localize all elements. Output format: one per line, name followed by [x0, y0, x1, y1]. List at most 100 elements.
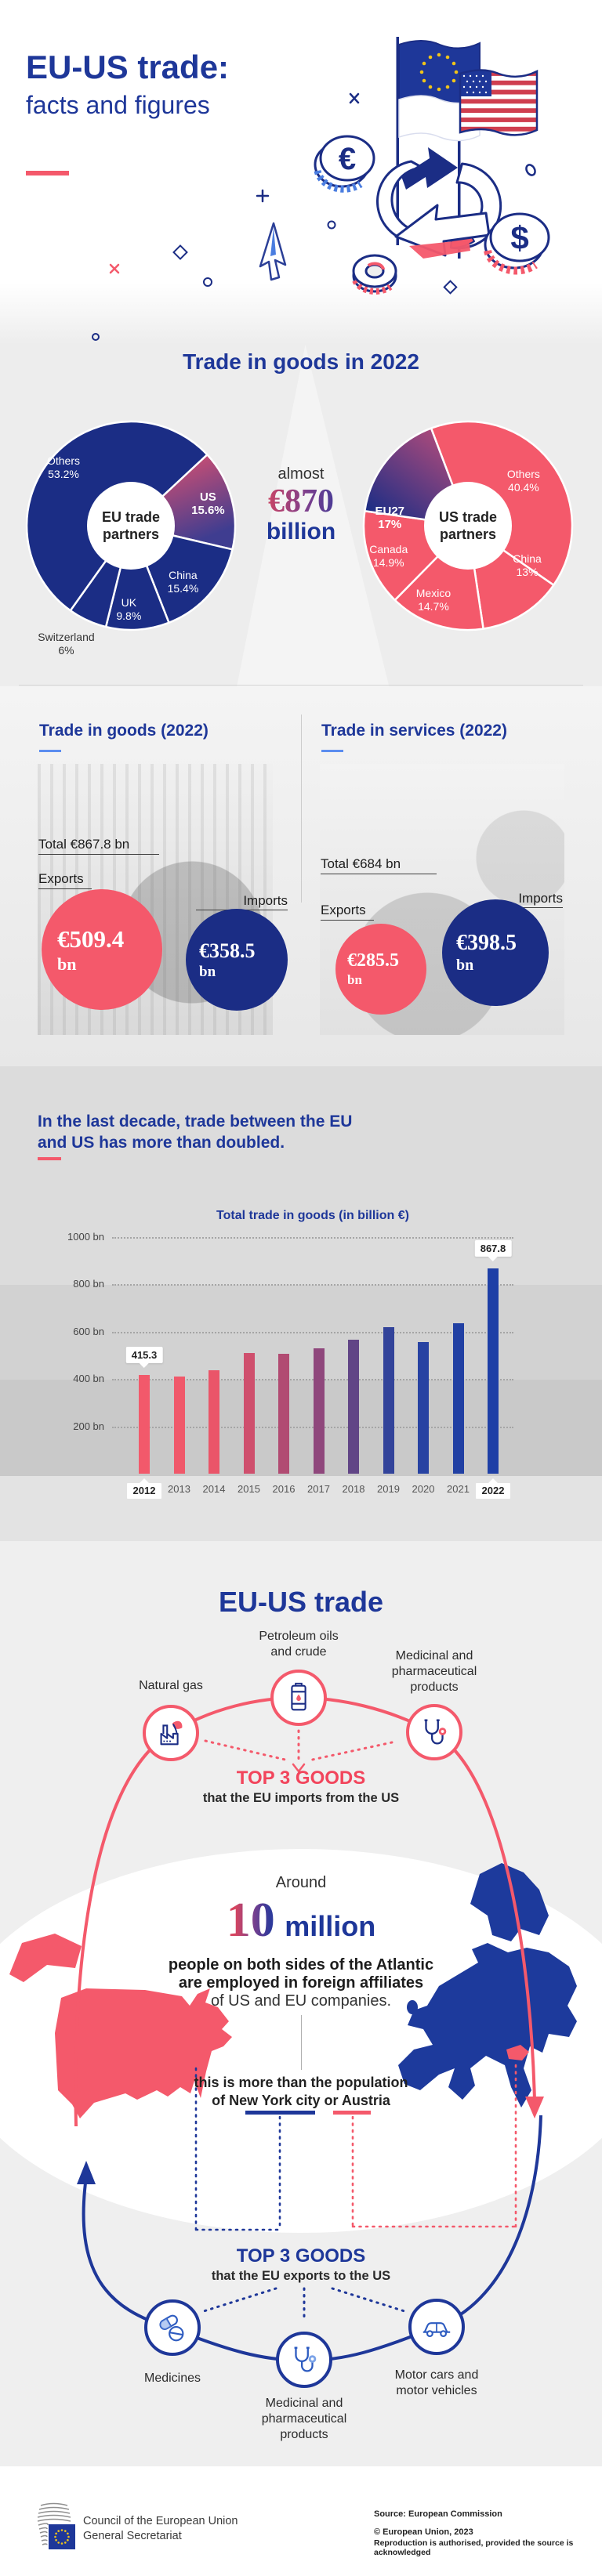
- medicines-label: Medicines: [143, 2372, 201, 2385]
- employment-big-number: 10 million: [144, 1896, 458, 1945]
- goods-imports-unit: bn: [199, 963, 216, 980]
- us-trade-partners-label-others: Others 40.4%: [506, 467, 540, 494]
- us-flagpole: [458, 69, 461, 259]
- goods-card-title-underline: [39, 750, 61, 752]
- ten: 10: [226, 1894, 275, 1947]
- imports-dotted-arrow: [292, 1763, 306, 1774]
- imports-top3-subtitle: that the EU imports from the US: [202, 1791, 400, 1805]
- natural-gas-label: Natural gas: [139, 1679, 203, 1692]
- cards-divider-vertical: [301, 715, 302, 903]
- bar-2017: [313, 1348, 325, 1474]
- employment-line1: people on both sides of the Atlantic: [168, 1956, 434, 1974]
- services-exports-underline: [321, 920, 374, 921]
- exports-arrowhead: [77, 2161, 96, 2184]
- us-flag-icon: [459, 69, 539, 136]
- gridline-1000: [112, 1236, 513, 1239]
- goods-imports-value: €358.5: [199, 939, 256, 962]
- motor-cars-label: Motor cars and motor vehicles: [394, 2368, 479, 2397]
- oil-barrel-icon: [291, 1682, 306, 1711]
- ytick-800: 800 bn: [73, 1278, 104, 1290]
- employment-line3: of US and EU companies.: [210, 1992, 392, 2010]
- eu-trade-partners-label-china: China 15.4%: [167, 568, 199, 595]
- ytick-400: 400 bn: [73, 1373, 104, 1385]
- decade-heading-line2: and US has more than doubled.: [38, 1134, 285, 1152]
- services-imports-label: Imports: [518, 891, 563, 906]
- flow-heading: EU-US trade: [218, 1586, 384, 1618]
- eu-trade-partners-label-us: US 15.6%: [191, 490, 225, 518]
- services-exports-label: Exports: [321, 903, 366, 917]
- goods-exports-underline: [38, 888, 92, 889]
- eu-map: [398, 1863, 577, 2107]
- year-label-2022: 2022: [476, 1478, 510, 1499]
- footer-note: Reproduction is authorised, provided the…: [374, 2538, 574, 2557]
- services-card-title: Trade in services (2022): [321, 722, 507, 740]
- bar-2020: [418, 1341, 429, 1474]
- total-trade-amount: €870: [238, 483, 364, 519]
- logo-swirl: [37, 2502, 71, 2545]
- us-trade-partners-label-canada: Canada 14.9%: [369, 543, 408, 570]
- services-exports-circle: €285.5 bn: [335, 924, 426, 1015]
- petroleum-circle: [270, 1670, 327, 1726]
- decade-accent-dash: [38, 1157, 61, 1160]
- gridline-800: [112, 1284, 513, 1286]
- year-label-2021: 2021: [447, 1483, 470, 1495]
- medicinal-exports-label: Medicinal and pharmaceutical products: [261, 2397, 347, 2441]
- car-icon: [422, 2322, 451, 2338]
- us-trade-partners-label-eu27: EU27 17%: [375, 505, 405, 532]
- goods-exports-label: Exports: [38, 871, 84, 886]
- natural-gas-icon: [160, 1720, 183, 1746]
- employment-connector-line: [301, 2015, 302, 2070]
- goods-exports-unit: bn: [57, 953, 77, 974]
- bar-2014: [209, 1369, 219, 1474]
- bar-2018: [348, 1339, 359, 1474]
- petroleum-label: Petroleum oils and crude: [259, 1630, 339, 1659]
- austria-underline: [333, 2111, 371, 2115]
- page-title: EU-US trade:: [26, 49, 230, 85]
- imports-top3-title: TOP 3 GOODS: [236, 1767, 366, 1789]
- services-card-title-underline: [321, 750, 343, 752]
- services-total-label: Total €684 bn: [321, 856, 401, 871]
- exports-top3-subtitle: that the EU exports to the US: [211, 2269, 391, 2283]
- motor-cars-circle: [408, 2299, 465, 2355]
- ytick-600: 600 bn: [73, 1325, 104, 1337]
- total-trade-prefix: almost: [277, 465, 325, 483]
- cursor-accent: [270, 227, 276, 256]
- eu-flagpole: [396, 37, 399, 245]
- exports-top3-title: TOP 3 GOODS: [236, 2245, 366, 2267]
- million: million: [285, 1910, 376, 1942]
- employment-line2: are employed in foreign affiliates: [178, 1974, 424, 1992]
- bar-2012: [139, 1375, 150, 1474]
- trade-partner-donut-charts: [25, 420, 574, 631]
- nyc-dotted-connector: [194, 2067, 281, 2231]
- pills-icon: [159, 2314, 184, 2342]
- bar-2015: [243, 1352, 255, 1474]
- trade-cycle-icon: [376, 147, 502, 259]
- bar-2022: [488, 1268, 499, 1474]
- exports-dotted-lines: [202, 2287, 406, 2322]
- bar-2013: [173, 1377, 185, 1474]
- atlantic-maps: [9, 1863, 577, 2231]
- cards-divider-horizontal: [19, 685, 583, 686]
- natural-gas-circle: [143, 1705, 199, 1761]
- imports-dotted-lines: [204, 1729, 393, 1762]
- dollar-coin-icon: $: [484, 212, 550, 275]
- year-label-2017: 2017: [307, 1483, 330, 1495]
- services-exports-unit: bn: [347, 972, 362, 987]
- goods-total-label: Total €867.8 bn: [38, 837, 130, 852]
- eu-trade-partners-label-uk: UK 9.8%: [116, 596, 142, 623]
- footer-source: Source: European Commission: [374, 2509, 502, 2519]
- austria-dotted-connector: [351, 2064, 517, 2228]
- goods-total-underline: [38, 854, 159, 855]
- us-map: [9, 1934, 232, 2118]
- population-line1: this is more than the population: [194, 2075, 408, 2090]
- svg-text:$: $: [510, 219, 528, 256]
- stethoscope-icon: [424, 1719, 447, 1745]
- us-trade-partners-label-mexico: Mexico 14.7%: [415, 586, 452, 613]
- gridline-400: [112, 1379, 513, 1381]
- ytick-1000: 1000 bn: [67, 1230, 104, 1243]
- logo-stars: [54, 2529, 70, 2545]
- year-label-2016: 2016: [272, 1483, 296, 1495]
- decade-band-1: [0, 1066, 602, 1285]
- decade-heading: In the last decade, trade between the EU…: [38, 1111, 352, 1153]
- goods-section-heading: Trade in goods in 2022: [183, 349, 419, 374]
